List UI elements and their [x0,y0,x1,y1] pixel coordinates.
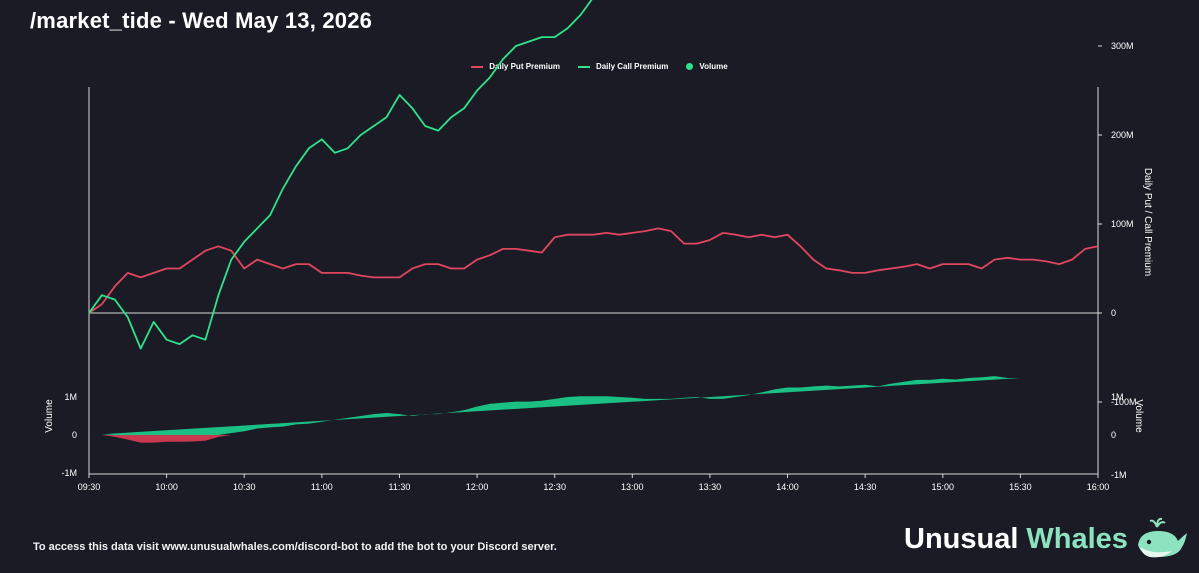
x-tick-label: 12:00 [466,482,489,492]
x-tick-label: 13:30 [699,482,722,492]
volume-area-positive [89,376,1021,435]
premium-tick-label: 300M [1111,41,1134,51]
legend-swatch-call [577,65,590,68]
x-tick-label: 11:30 [389,482,411,492]
call-premium-line[interactable] [88,0,1020,350]
x-tick-label: 10:00 [155,482,178,492]
brand-word-unusual: Unusual [904,522,1019,555]
x-tick-label: 12:30 [543,482,566,492]
volume-axis-label-left: Volume [44,399,55,433]
premium-axis-label: Daily Put / Call Premium [1142,168,1153,276]
legend-item-volume[interactable]: Volume [686,62,728,71]
premium-tick-label: 0 [1111,308,1116,318]
brand-word-whales: Whales [1026,522,1128,555]
premium-tick-label: 200M [1111,130,1134,140]
volume-tick-label-left: -1M [62,468,78,478]
premium-tick-label: 100M [1111,219,1134,229]
volume-tick-label-right: -1M [1111,470,1127,480]
brand-logo: Unusual Whales [904,517,1190,561]
legend-swatch-volume [686,63,694,70]
volume-tick-label-left: 0 [72,430,77,440]
x-tick-label: 14:30 [854,482,877,492]
x-tick-label: 16:00 [1087,482,1110,492]
x-tick-label: 15:30 [1009,482,1032,492]
volume-tick-label-left: 1M [64,392,77,402]
volume-tick-label-right: 0 [1111,430,1116,440]
volume-area-negative [89,435,1021,443]
legend-label-volume: Volume [699,62,728,71]
legend-item-call[interactable]: Daily Call Premium [577,62,669,71]
whale-icon [1137,517,1187,558]
legend-label-call: Daily Call Premium [595,62,669,71]
volume-axis-label-right: Volume [1133,399,1144,433]
legend-item-put[interactable]: Daily Put Premium [471,62,560,71]
x-tick-label: 11:00 [311,482,333,492]
volume-tick-label-right: 1M [1111,392,1124,402]
x-tick-label: 14:00 [776,482,799,492]
x-tick-label: 10:30 [233,482,256,492]
premium-tick-label: -100M [1111,397,1137,407]
put-premium-line[interactable] [88,227,1099,314]
legend-label-put: Daily Put Premium [489,62,560,71]
x-tick-label: 15:00 [932,482,955,492]
footer-text: To access this data visit www.unusualwha… [33,541,557,553]
page-title: /market_tide - Wed May 13, 2026 [30,8,373,33]
chart-legend: Daily Put Premium Daily Call Premium Vol… [0,62,1199,71]
x-tick-label: 09:30 [78,482,101,492]
x-tick-label: 13:00 [621,482,644,492]
legend-swatch-put [471,65,484,68]
